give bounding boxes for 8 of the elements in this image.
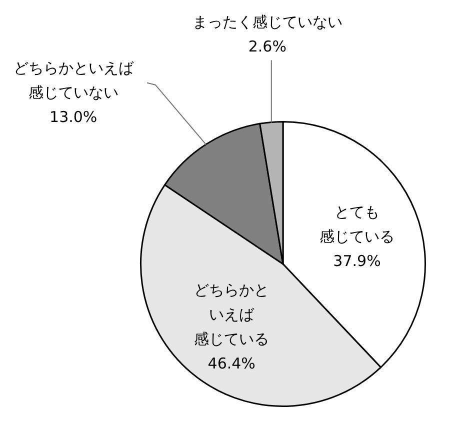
slice-label: どちらかといえば感じている [194,281,270,348]
slice-label: どちらかといえば感じていない [13,59,134,102]
data-label: 46.4% [208,354,256,372]
slice-label: とても感じている [320,202,395,246]
data-label: 2.6% [248,37,286,56]
slice-label: まったく感じていない [192,12,342,31]
data-label: 13.0% [50,108,98,126]
data-label: 37.9% [333,252,381,270]
